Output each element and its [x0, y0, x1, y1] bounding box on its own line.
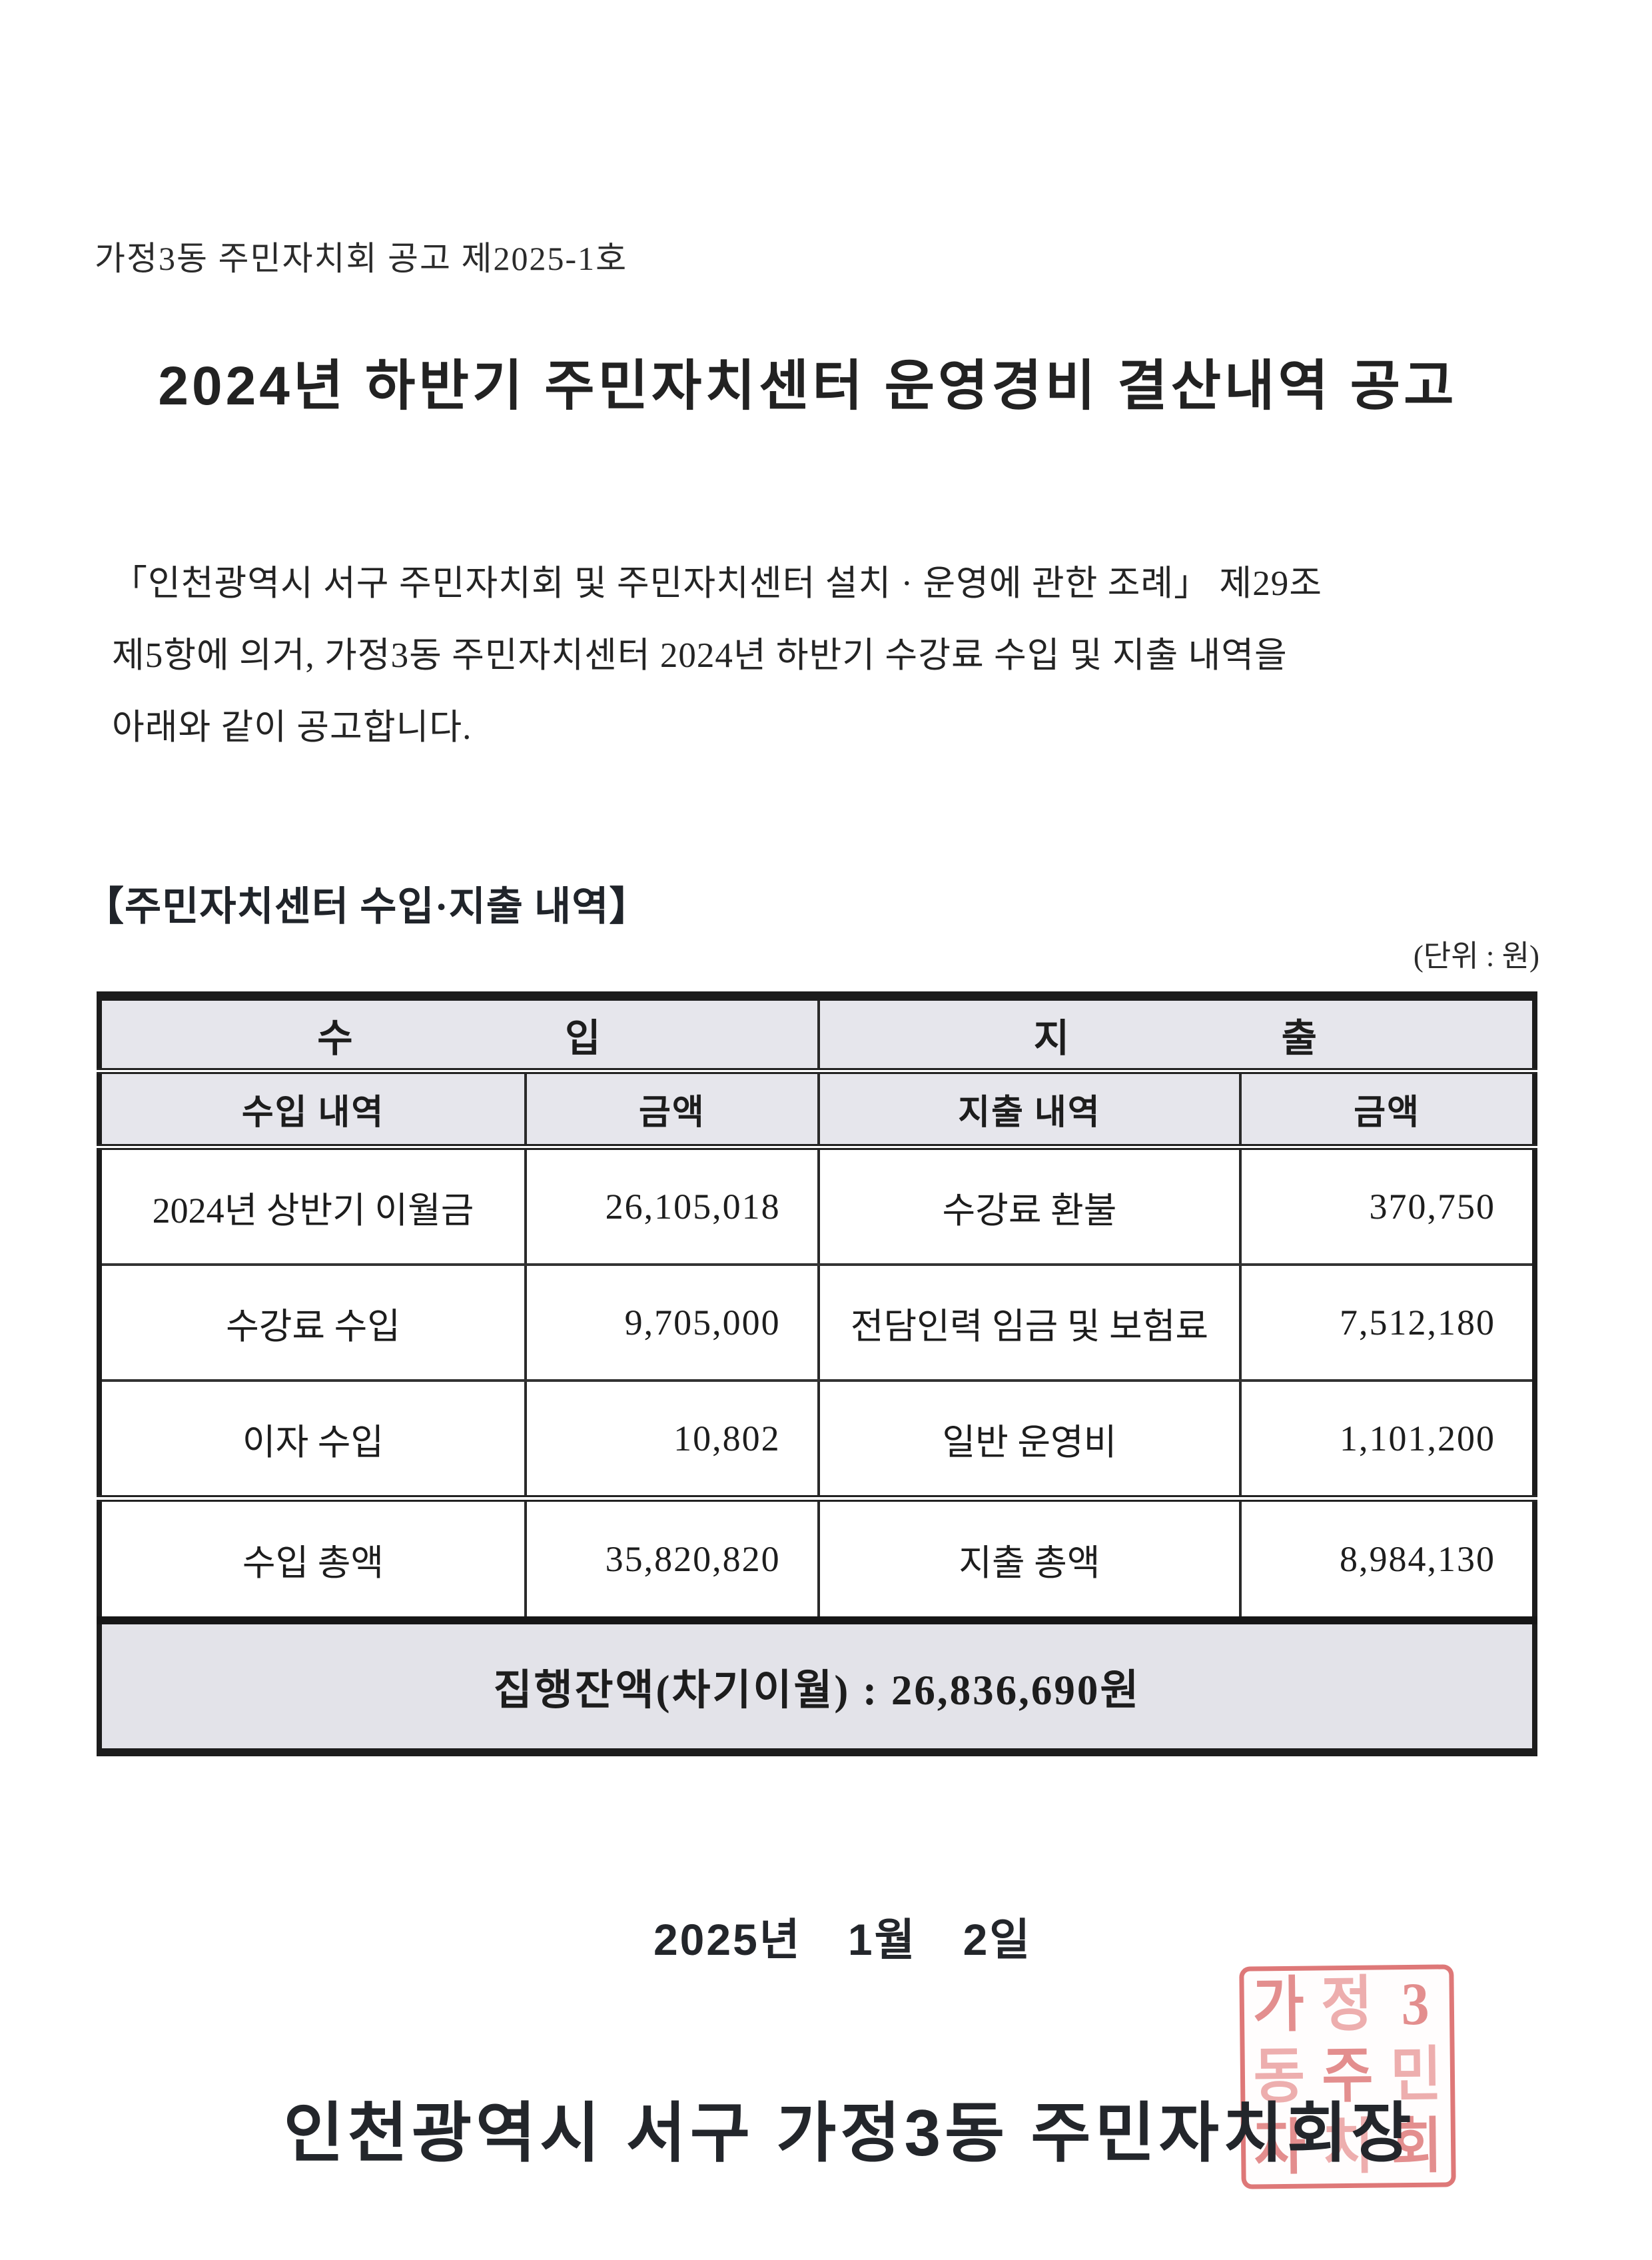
table-row: 2024년 상반기 이월금 26,105,018 수강료 환불 370,750 — [99, 1147, 1535, 1266]
signer-title: 인천광역시 서구 가정3동 주민자치회장 — [283, 2096, 1416, 2169]
balance-carryover: 집행잔액(차기이월) : 26,836,690원 — [99, 1620, 1535, 1752]
section-title: 【주민자치센터 수입·지출 내역】 — [84, 885, 650, 929]
income-amount: 10,802 — [524, 1381, 819, 1500]
income-item: 수강료 수입 — [99, 1265, 526, 1382]
table-row: 이자 수입 10,802 일반 운영비 1,101,200 — [99, 1381, 1535, 1500]
table-group-header-row: 수 입 지 출 — [99, 996, 1535, 1074]
income-amount: 9,705,000 — [524, 1265, 819, 1382]
expense-total-label: 지출 총액 — [817, 1495, 1241, 1624]
expense-amount: 7,512,180 — [1239, 1265, 1535, 1382]
expense-amount: 1,101,200 — [1239, 1381, 1535, 1500]
income-group-header: 수 입 — [99, 996, 819, 1074]
income-total-amount: 35,820,820 — [524, 1495, 819, 1624]
income-item: 2024년 상반기 이월금 — [99, 1147, 526, 1266]
expense-item: 일반 운영비 — [817, 1381, 1241, 1500]
body-line-2: 제5항에 의거, 가정3동 주민자치센터 2024년 하반기 수강료 수입 및 … — [112, 636, 1288, 675]
issue-date: 2025년 1월 2일 — [653, 1915, 1032, 1964]
table-row: 수강료 수입 9,705,000 전담인력 임금 및 보험료 7,512,180 — [99, 1265, 1535, 1382]
expense-total-amount: 8,984,130 — [1239, 1495, 1535, 1624]
income-total-label: 수입 총액 — [99, 1495, 526, 1624]
col-header-expense-amount: 금액 — [1239, 1071, 1535, 1150]
income-item: 이자 수입 — [99, 1381, 526, 1500]
expense-item: 수강료 환불 — [817, 1147, 1241, 1266]
seal-char: 3 — [1401, 1971, 1430, 2039]
income-amount: 26,105,018 — [524, 1147, 819, 1266]
document-title: 2024년 하반기 주민자치센터 운영경비 결산내역 공고 — [158, 356, 1457, 416]
expense-group-header: 지 출 — [817, 996, 1535, 1074]
body-paragraph: 「인천광역시 서구 주민자치회 및 주민자치센터 설치 · 운영에 관한 조례」… — [112, 548, 1564, 764]
body-line-1: 「인천광역시 서구 주민자치회 및 주민자치센터 설치 · 운영에 관한 조례」… — [112, 564, 1322, 603]
col-header-income-item: 수입 내역 — [99, 1071, 526, 1150]
col-header-income-amount: 금액 — [524, 1071, 819, 1150]
table-balance-row: 집행잔액(차기이월) : 26,836,690원 — [99, 1620, 1535, 1752]
table-column-header-row: 수입 내역 금액 지출 내역 금액 — [99, 1071, 1535, 1150]
body-line-3: 아래와 같이 공고합니다. — [112, 708, 472, 747]
table-total-row: 수입 총액 35,820,820 지출 총액 8,984,130 — [99, 1495, 1535, 1624]
unit-note: (단위 : 원) — [1413, 939, 1539, 973]
income-expense-table: 수 입 지 출 수입 내역 금액 지출 내역 금액 2024년 상반기 이월금 … — [97, 991, 1537, 1756]
seal-char: 가 — [1252, 1972, 1305, 2040]
seal-char: 정 — [1320, 1972, 1374, 2039]
expense-item: 전담인력 임금 및 보험료 — [817, 1265, 1241, 1382]
col-header-expense-item: 지출 내역 — [817, 1071, 1241, 1150]
notice-number: 가정3동 주민자치회 공고 제2025-1호 — [95, 240, 628, 277]
expense-amount: 370,750 — [1239, 1147, 1535, 1266]
